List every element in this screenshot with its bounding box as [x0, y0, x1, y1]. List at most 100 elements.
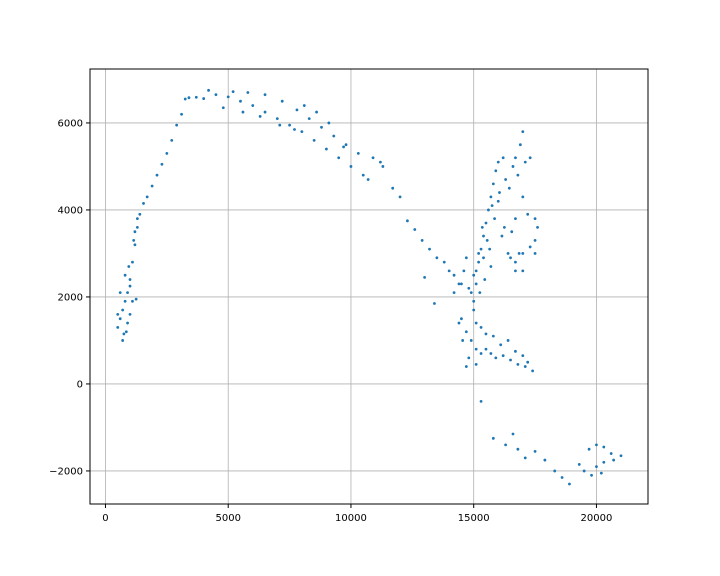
scatter-point	[150, 184, 154, 188]
scatter-point	[118, 291, 122, 294]
x-tick-label: 5000	[215, 513, 240, 524]
scatter-point	[138, 212, 142, 216]
scatter-point	[170, 138, 174, 142]
scatter-point	[514, 349, 517, 353]
scatter-point	[526, 360, 530, 364]
scatter-point	[462, 269, 466, 273]
scatter-point	[379, 160, 382, 164]
scatter-point	[239, 99, 242, 103]
scatter-point	[126, 291, 129, 294]
scatter-point	[263, 93, 267, 97]
scatter-point	[553, 469, 557, 473]
scatter-point	[494, 356, 498, 360]
scatter-point	[221, 106, 225, 110]
scatter-point	[442, 260, 446, 264]
scatter-point	[406, 219, 409, 223]
scatter-point	[485, 238, 489, 242]
x-tick-label: 0	[102, 513, 108, 524]
scatter-point	[518, 143, 522, 147]
scatter-point	[135, 217, 139, 221]
scatter-point	[231, 90, 235, 94]
scatter-point	[533, 449, 537, 453]
scatter-point	[300, 130, 304, 134]
scatter-point	[528, 156, 532, 160]
scatter-point	[516, 447, 520, 451]
scatter-point	[361, 173, 365, 177]
scatter-point	[491, 436, 495, 440]
scatter-point	[500, 234, 504, 238]
scatter-point	[275, 117, 279, 120]
y-tick-label: 6000	[58, 118, 83, 129]
scatter-point	[506, 252, 510, 255]
scatter-point	[278, 123, 282, 127]
scatter-point	[474, 347, 478, 351]
scatter-point	[521, 269, 525, 273]
scatter-point	[484, 221, 488, 225]
scatter-point	[523, 160, 527, 164]
scatter-point	[467, 286, 471, 290]
scatter-point	[514, 260, 517, 264]
y-tick-label: 4000	[58, 205, 83, 216]
scatter-point	[121, 339, 125, 342]
scatter-point	[489, 352, 493, 355]
scatter-point	[127, 265, 131, 268]
scatter-point	[413, 228, 417, 231]
plot-background	[90, 69, 648, 504]
scatter-point	[477, 252, 481, 255]
scatter-point	[523, 365, 527, 368]
scatter-point	[543, 458, 547, 462]
y-tick-label: −2000	[49, 466, 83, 477]
scatter-point	[315, 110, 318, 114]
scatter-point	[124, 330, 128, 334]
scatter-point	[502, 225, 506, 229]
scatter-point	[560, 476, 564, 479]
scatter-point	[516, 362, 520, 366]
scatter-point	[516, 173, 520, 177]
scatter-point	[132, 238, 136, 242]
scatter-point	[126, 321, 129, 325]
scatter-point	[609, 452, 613, 455]
scatter-point	[128, 284, 132, 288]
scatter-point	[511, 165, 515, 168]
scatter-point	[490, 204, 494, 207]
scatter-point	[474, 269, 478, 273]
scatter-point	[133, 243, 137, 247]
scatter-point	[478, 291, 482, 294]
scatter-point	[514, 156, 517, 160]
scatter-point	[536, 225, 539, 229]
scatter-point	[484, 332, 488, 336]
scatter-point	[496, 199, 500, 203]
scatter-point	[452, 273, 456, 277]
scatter-point	[214, 93, 218, 97]
scatter-point	[501, 354, 505, 358]
scatter-point	[307, 117, 311, 120]
scatter-point	[460, 282, 463, 286]
scatter-point	[131, 260, 134, 264]
scatter-point	[344, 143, 348, 147]
scatter-point	[295, 108, 299, 112]
scatter-point	[533, 217, 537, 221]
scatter-point	[602, 445, 606, 449]
scatter-point	[457, 282, 461, 286]
scatter-point	[123, 299, 127, 303]
scatter-point	[504, 443, 508, 447]
scatter-point	[477, 260, 481, 264]
scatter-point	[528, 245, 532, 249]
scatter-point	[509, 358, 512, 362]
scatter-point	[504, 178, 508, 181]
scatter-point	[488, 247, 492, 251]
scatter-point	[187, 96, 191, 100]
scatter-point	[135, 225, 139, 229]
x-tick-label: 10000	[335, 513, 367, 524]
grid-lines	[90, 69, 648, 504]
x-tick-label: 20000	[581, 513, 613, 524]
scatter-point	[251, 104, 255, 107]
scatter-point	[510, 230, 514, 234]
scatter-point	[461, 339, 465, 342]
scatter-point	[472, 299, 476, 303]
scatter-point	[155, 173, 159, 177]
scatter-point	[498, 191, 501, 194]
scatter-point	[131, 299, 134, 303]
scatter-point	[496, 160, 500, 164]
scatter-point	[263, 110, 267, 114]
